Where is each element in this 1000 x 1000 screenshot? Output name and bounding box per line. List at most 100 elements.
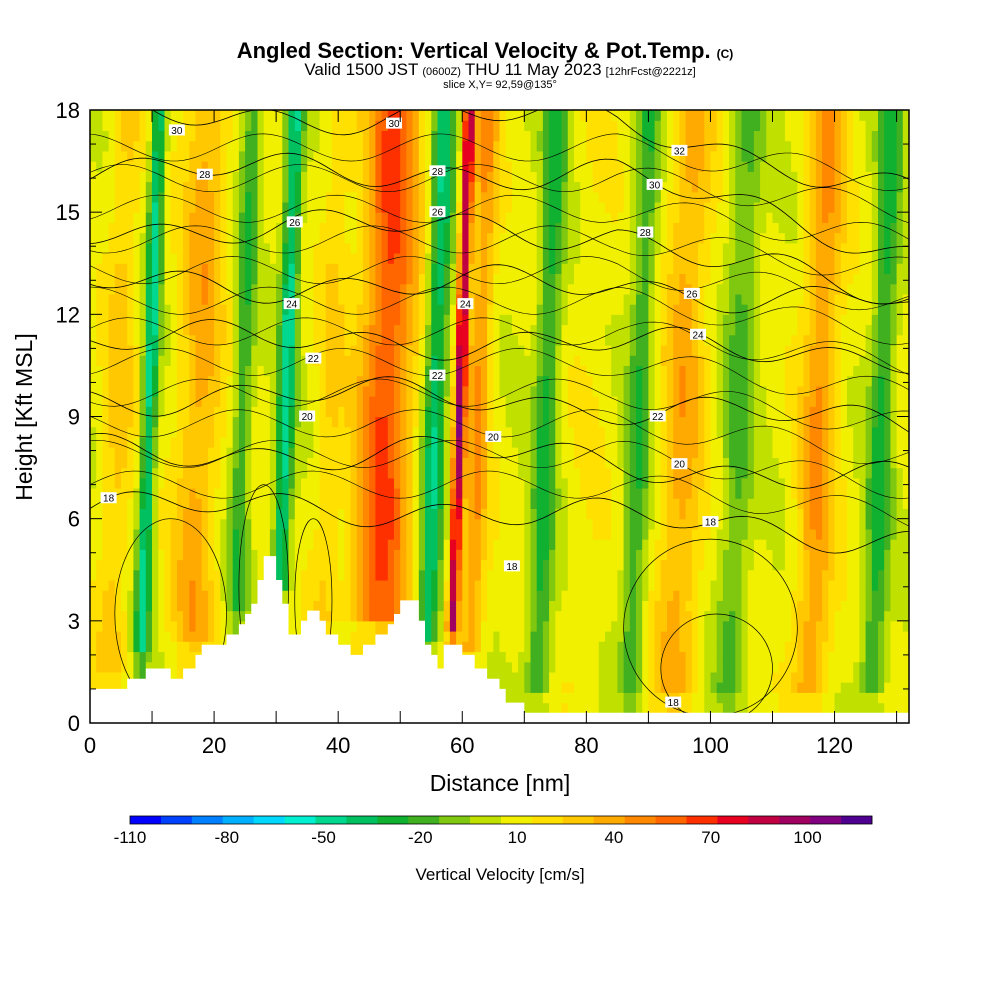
velocity-cell <box>108 477 116 489</box>
velocity-cell <box>524 569 532 581</box>
velocity-cell <box>257 396 265 407</box>
velocity-cell <box>114 253 122 264</box>
velocity-cell <box>307 345 314 356</box>
velocity-cell <box>505 416 513 428</box>
velocity-cell <box>356 498 364 509</box>
velocity-cell <box>158 273 166 285</box>
velocity-cell <box>549 477 556 489</box>
velocity-cell <box>567 181 575 193</box>
velocity-cell <box>251 467 259 479</box>
velocity-cell <box>561 212 569 223</box>
velocity-cell <box>294 314 302 326</box>
velocity-cell <box>381 375 389 387</box>
velocity-cell <box>387 528 395 540</box>
velocity-cell <box>282 426 290 438</box>
velocity-cell <box>164 150 172 162</box>
velocity-cell <box>238 426 246 438</box>
velocity-cell <box>121 457 128 469</box>
velocity-cell <box>387 324 395 336</box>
velocity-cell <box>319 549 327 561</box>
velocity-cell <box>381 620 389 632</box>
velocity-cell <box>307 375 314 387</box>
velocity-cell <box>369 191 376 203</box>
velocity-cell <box>189 528 197 540</box>
velocity-cell <box>251 436 259 448</box>
velocity-cell <box>108 242 116 254</box>
velocity-cell <box>480 661 488 673</box>
velocity-cell <box>220 631 228 642</box>
velocity-cell <box>139 467 147 479</box>
velocity-cell <box>288 426 296 438</box>
velocity-cell <box>114 304 122 315</box>
velocity-cell <box>226 140 234 152</box>
velocity-cell <box>518 130 525 142</box>
velocity-cell <box>350 181 358 193</box>
velocity-cell <box>586 508 594 520</box>
velocity-cell <box>400 273 407 285</box>
velocity-cell <box>338 539 345 550</box>
velocity-cell <box>108 334 116 346</box>
velocity-cell <box>549 426 556 438</box>
velocity-cell <box>369 365 376 377</box>
velocity-cell <box>282 396 290 407</box>
velocity-cell <box>400 355 407 366</box>
velocity-cell <box>127 181 134 193</box>
velocity-cell <box>456 283 463 295</box>
velocity-cell <box>176 651 184 663</box>
velocity-cell <box>276 549 283 561</box>
velocity-cell <box>313 406 321 418</box>
velocity-cell <box>307 232 314 244</box>
velocity-cell <box>561 416 569 428</box>
velocity-cell <box>567 201 575 213</box>
velocity-cell <box>288 191 296 203</box>
velocity-cell <box>586 283 594 295</box>
velocity-cell <box>220 110 228 121</box>
velocity-cell <box>493 212 501 223</box>
velocity-cell <box>375 161 383 172</box>
velocity-cell <box>530 436 538 448</box>
velocity-cell <box>152 467 159 479</box>
velocity-cell <box>350 528 358 540</box>
velocity-cell <box>555 539 563 550</box>
velocity-cell <box>350 406 358 418</box>
velocity-cell <box>474 110 482 121</box>
velocity-cell <box>176 171 184 183</box>
velocity-cell <box>567 130 575 142</box>
velocity-cell <box>605 682 612 693</box>
velocity-cell <box>319 120 327 131</box>
velocity-cell <box>511 549 519 561</box>
velocity-cell <box>437 181 445 193</box>
velocity-cell <box>276 508 283 520</box>
velocity-cell <box>524 406 532 418</box>
velocity-cell <box>325 406 333 418</box>
velocity-cell <box>369 334 376 346</box>
velocity-cell <box>524 682 532 693</box>
velocity-cell <box>518 140 525 152</box>
velocity-cell <box>493 467 501 479</box>
velocity-cell <box>158 436 166 448</box>
velocity-cell <box>574 488 581 499</box>
velocity-cell <box>505 283 513 295</box>
velocity-cell <box>152 222 159 234</box>
velocity-cell <box>139 324 147 336</box>
velocity-cell <box>381 171 389 183</box>
velocity-cell <box>369 171 376 183</box>
velocity-cell <box>189 201 197 213</box>
velocity-cell <box>369 416 376 428</box>
velocity-cell <box>164 559 172 571</box>
velocity-cell <box>139 120 147 131</box>
velocity-cell <box>238 539 246 550</box>
velocity-cell <box>108 580 116 591</box>
velocity-cell <box>263 191 271 203</box>
velocity-cell <box>176 426 184 438</box>
velocity-cell <box>518 253 525 264</box>
velocity-cell <box>251 222 259 234</box>
velocity-cell <box>487 314 494 326</box>
velocity-cell <box>524 702 532 714</box>
velocity-cell <box>288 140 296 152</box>
velocity-cell <box>164 232 172 244</box>
velocity-cell <box>232 375 240 387</box>
velocity-cell <box>158 365 166 377</box>
velocity-cell <box>226 150 234 162</box>
velocity-cell <box>114 436 122 448</box>
